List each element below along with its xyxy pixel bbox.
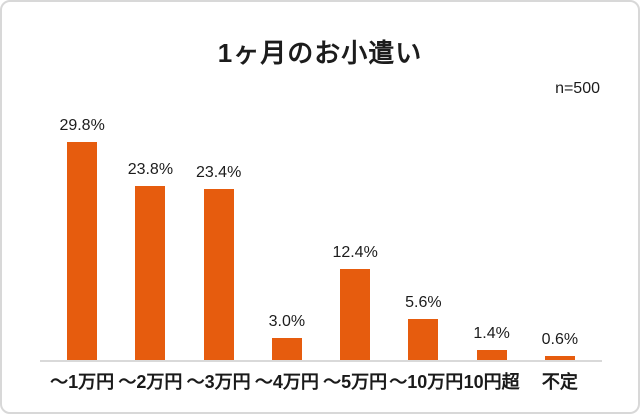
bar-slot: 1.4% — [458, 325, 526, 360]
category-label: ～2万円 — [118, 372, 183, 392]
bar-value-label: 5.6% — [405, 294, 442, 311]
bar-value-label: 23.8% — [127, 161, 174, 178]
sample-size-label: n=500 — [555, 80, 600, 97]
bar — [67, 142, 98, 360]
bar — [203, 189, 234, 360]
bar-value-label: 1.4% — [473, 325, 510, 342]
bar — [340, 269, 371, 360]
category-label: ～5万円 — [323, 372, 388, 392]
bar-value-label: 0.6% — [541, 331, 579, 348]
bar — [476, 350, 507, 360]
category-label: ～10万円 — [389, 372, 464, 392]
category-label: ～1万円 — [50, 372, 115, 392]
bar-value-label: 3.0% — [268, 313, 306, 330]
category-label: 不定 — [541, 372, 578, 392]
categories-row: ～1万円 ～2万円 ～3万円 ～4万円 ～5万円 ～10万円 10円超 不定 — [40, 368, 602, 394]
bar-slot: 23.4% — [185, 164, 253, 360]
bar — [408, 319, 439, 360]
bar — [544, 356, 575, 360]
bar — [271, 338, 302, 360]
plot-area: 29.8% 23.8% 23.4% 3.0% 12.4% 5.6% 1.4% 0… — [40, 112, 602, 394]
category-label: ～3万円 — [186, 372, 251, 392]
bar-value-label: 23.4% — [195, 164, 242, 181]
bar-slot: 3.0% — [253, 313, 321, 360]
bar — [135, 186, 166, 360]
bars-row: 29.8% 23.8% 23.4% 3.0% 12.4% 5.6% 1.4% 0… — [40, 112, 602, 362]
bar-value-label: 12.4% — [332, 244, 378, 261]
category-label: 10円超 — [463, 372, 520, 392]
bar-slot: 23.8% — [116, 161, 184, 360]
bar-slot: 0.6% — [526, 331, 594, 360]
bar-slot: 12.4% — [321, 244, 389, 360]
bar-slot: 5.6% — [389, 294, 457, 360]
category-label: ～4万円 — [254, 372, 319, 392]
chart-title: 1ヶ月のお小遣い — [217, 38, 423, 68]
bar-value-label: 29.8% — [59, 117, 105, 134]
bar-slot: 29.8% — [48, 117, 116, 360]
